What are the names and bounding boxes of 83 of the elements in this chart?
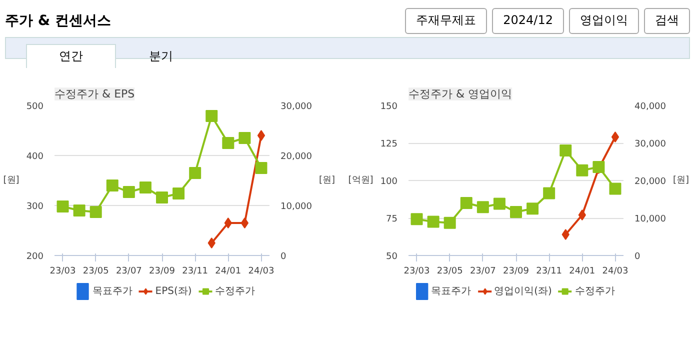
point <box>255 162 268 174</box>
point <box>562 229 570 240</box>
y2-axis-title: [원] <box>672 176 690 186</box>
y2-tick-label: 20,000 <box>280 152 312 162</box>
point <box>106 180 118 192</box>
point <box>172 188 185 200</box>
y-tick-label: 400 <box>26 152 44 162</box>
point <box>410 213 423 226</box>
point <box>609 182 622 195</box>
point <box>427 216 440 228</box>
point <box>90 206 102 218</box>
y-tick-label: 300 <box>26 202 44 212</box>
point <box>493 198 506 210</box>
text: 주재무제표 <box>405 8 488 34</box>
x-tick-label: 23/03 <box>50 266 76 276</box>
chart-title: 수정주가 & EPS <box>54 88 135 100</box>
x-tick-label: 23/11 <box>182 266 208 276</box>
y-tick-label: 50 <box>386 252 398 262</box>
point <box>238 132 251 144</box>
y-tick-label: 100 <box>380 177 398 187</box>
point <box>189 167 202 179</box>
x-tick-label: 23/09 <box>149 266 176 276</box>
y2-tick-label: 40,000 <box>634 102 666 112</box>
y2-axis-title: [원] <box>318 176 336 186</box>
point <box>208 238 216 248</box>
y2-tick-label: 20,000 <box>634 177 666 187</box>
legend-label: 수정주가 <box>214 285 255 298</box>
point <box>206 110 218 122</box>
legend-label: 영업이익(좌) <box>494 285 552 298</box>
y2-tick-label: 30,000 <box>634 140 666 150</box>
x-tick-label: 24/03 <box>248 266 274 276</box>
text: 영업이익 <box>569 8 639 34</box>
text: 2024/12 <box>492 8 564 34</box>
point <box>56 200 69 212</box>
x-tick-label: 23/07 <box>470 266 496 276</box>
point <box>156 192 168 204</box>
point <box>560 144 572 156</box>
text: 분기 <box>148 48 174 65</box>
chart-title: 수정주가 & 영업이익 <box>408 88 512 100</box>
point <box>576 164 588 176</box>
y-tick-label: 125 <box>380 140 398 150</box>
x-tick-label: 24/01 <box>569 266 596 276</box>
y2-tick-label: 30,000 <box>280 102 312 112</box>
x-tick-label: 23/05 <box>82 266 109 276</box>
point <box>444 216 456 229</box>
y2-tick-label: 0 <box>634 252 640 262</box>
point <box>510 206 522 218</box>
x-tick-label: 24/03 <box>602 266 628 276</box>
point <box>257 130 266 141</box>
point <box>240 218 249 228</box>
point <box>526 202 539 215</box>
point <box>139 182 152 194</box>
y2-tick-label: 0 <box>280 252 286 262</box>
point <box>122 186 135 198</box>
legend-label: 목표주가 <box>431 285 472 298</box>
point <box>224 218 232 228</box>
y-tick-label: 150 <box>380 102 398 112</box>
x-tick-label: 23/07 <box>116 266 142 276</box>
x-tick-label: 23/11 <box>536 266 562 276</box>
legend-label: EPS(좌) <box>155 285 192 298</box>
point <box>73 204 86 216</box>
point <box>476 201 489 214</box>
y2-tick-label: 10,000 <box>280 202 312 212</box>
x-tick-label: 23/05 <box>436 266 463 276</box>
y-tick-label: 75 <box>386 214 398 224</box>
y-axis-title: [억원] <box>348 176 374 186</box>
text: 검색 <box>644 8 690 34</box>
y2-tick-label: 10,000 <box>634 214 666 224</box>
point <box>578 210 586 220</box>
x-tick-label: 23/09 <box>503 266 530 276</box>
y-tick-label: 200 <box>26 252 44 262</box>
point <box>611 132 620 142</box>
point <box>543 187 556 200</box>
y-tick-label: 500 <box>26 102 44 112</box>
point <box>222 137 234 149</box>
legend-label: 수정주가 <box>574 285 615 298</box>
text: 연간 <box>26 44 116 68</box>
y-axis-title: [원] <box>3 176 20 186</box>
legend-label: 목표주가 <box>92 285 132 298</box>
point <box>460 197 472 209</box>
text: 주가 & 컨센서스 <box>5 12 111 31</box>
x-tick-label: 24/01 <box>215 266 242 276</box>
x-tick-label: 23/03 <box>404 266 430 276</box>
